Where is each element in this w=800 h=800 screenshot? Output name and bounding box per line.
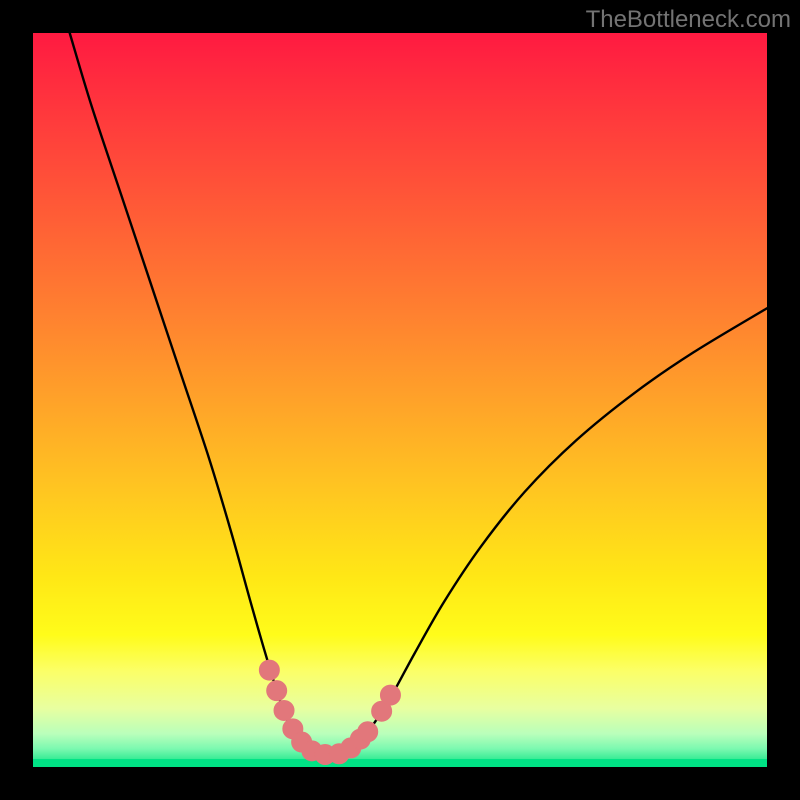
highlight-marker bbox=[380, 685, 400, 705]
highlight-marker bbox=[358, 722, 378, 742]
highlight-marker bbox=[274, 700, 294, 720]
highlight-marker bbox=[259, 660, 279, 680]
bottleneck-curve bbox=[70, 33, 767, 755]
highlight-marker bbox=[267, 681, 287, 701]
watermark-text: TheBottleneck.com bbox=[586, 6, 791, 34]
curve-layer bbox=[33, 33, 767, 767]
plot-frame bbox=[33, 33, 767, 767]
